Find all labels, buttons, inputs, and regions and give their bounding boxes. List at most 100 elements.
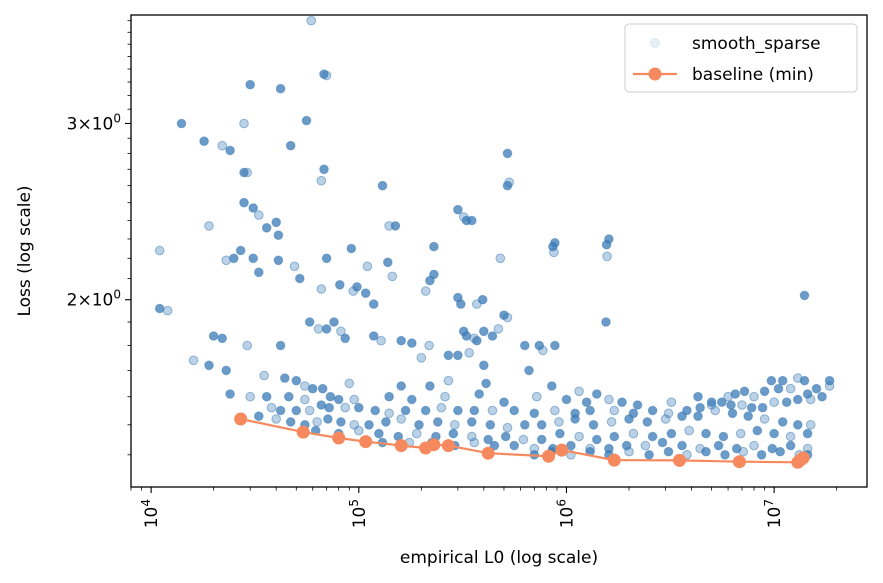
smooth-sparse-point — [554, 417, 564, 427]
smooth-sparse-point — [316, 284, 327, 294]
smooth-sparse-point — [420, 405, 431, 416]
smooth-sparse-point — [602, 251, 612, 262]
smooth-sparse-point — [221, 255, 231, 266]
smooth-sparse-point — [253, 411, 264, 422]
smooth-sparse-point — [536, 434, 547, 445]
smooth-sparse-point — [495, 253, 506, 264]
smooth-sparse-point — [520, 420, 530, 430]
smooth-sparse-point — [811, 383, 822, 394]
smooth-sparse-point — [677, 440, 687, 451]
y-axis-title: Loss (log scale) — [15, 185, 35, 316]
smooth-sparse-point — [336, 417, 346, 427]
smooth-sparse-point — [502, 312, 513, 323]
smooth-sparse-point — [479, 360, 489, 371]
smooth-sparse-point — [319, 164, 329, 175]
baseline-point — [481, 446, 495, 460]
baseline-point — [732, 455, 746, 469]
smooth-sparse-point — [487, 331, 498, 341]
smooth-sparse-point — [239, 118, 249, 129]
smooth-sparse-point — [387, 271, 398, 282]
smooth-sparse-point — [453, 405, 463, 416]
smooth-sparse-point — [448, 428, 459, 439]
baseline-point — [796, 451, 810, 465]
smooth-sparse-point — [502, 422, 513, 433]
smooth-sparse-point — [416, 353, 427, 363]
baseline-point — [332, 431, 346, 445]
smooth-sparse-point — [767, 443, 778, 454]
smooth-sparse-point — [666, 397, 677, 408]
smooth-sparse-point — [713, 440, 724, 451]
smooth-sparse-point — [529, 408, 540, 419]
smooth-sparse-point — [799, 375, 810, 386]
x-tick-label: 106 — [555, 499, 578, 528]
smooth-sparse-point — [248, 253, 258, 264]
smooth-sparse-point — [735, 428, 746, 439]
smooth-sparse-point — [499, 397, 509, 408]
smooth-sparse-point — [701, 446, 711, 457]
baseline-point — [296, 425, 310, 439]
smooth-sparse-point — [601, 239, 612, 250]
smooth-sparse-point — [781, 397, 792, 408]
legend-smooth-sparse-marker — [650, 38, 660, 48]
smooth-sparse-point — [566, 440, 576, 451]
y-axis: 2×100 3×100 — [67, 20, 131, 456]
smooth-sparse-point — [300, 381, 310, 391]
smooth-sparse-point — [609, 405, 620, 416]
smooth-sparse-point — [766, 375, 777, 386]
smooth-sparse-point — [306, 15, 317, 26]
smooth-sparse-point — [561, 394, 572, 405]
smooth-sparse-point — [749, 391, 759, 402]
smooth-sparse-point — [461, 331, 472, 341]
smooth-sparse-point — [261, 391, 272, 402]
smooth-sparse-point — [285, 140, 296, 151]
smooth-sparse-point — [701, 428, 711, 439]
smooth-sparse-point — [785, 440, 796, 451]
smooth-sparse-point — [502, 148, 513, 159]
smooth-sparse-point — [469, 405, 480, 416]
smooth-sparse-point — [390, 221, 401, 231]
baseline-point — [359, 435, 373, 449]
smooth-sparse-point — [245, 79, 255, 90]
smooth-sparse-point — [284, 391, 294, 402]
smooth-sparse-point — [370, 405, 381, 416]
smooth-sparse-point — [384, 391, 394, 402]
smooth-sparse-point — [592, 434, 602, 445]
smooth-sparse-point — [346, 243, 357, 254]
smooth-sparse-point — [785, 431, 796, 442]
smooth-sparse-point — [493, 324, 504, 334]
legend-baseline-marker — [648, 67, 662, 81]
smooth-sparse-point — [628, 428, 639, 439]
smooth-sparse-point — [362, 261, 373, 272]
smooth-sparse-point — [483, 434, 494, 445]
smooth-sparse-point — [259, 370, 269, 381]
smooth-sparse-point — [225, 389, 235, 399]
smooth-sparse-point — [336, 326, 346, 337]
smooth-sparse-point — [266, 402, 277, 413]
smooth-sparse-point — [585, 405, 595, 416]
x-axis: 104 105 106 107 — [130, 487, 838, 528]
smooth-sparse-point — [354, 425, 364, 436]
smooth-sparse-point — [581, 397, 592, 408]
smooth-sparse-point — [316, 400, 327, 410]
smooth-sparse-point — [374, 428, 384, 439]
smooth-sparse-point — [275, 405, 286, 416]
smooth-sparse-point — [518, 434, 529, 445]
smooth-sparse-point — [368, 331, 379, 341]
smooth-sparse-point — [304, 317, 315, 327]
y-tick-label: 3×100 — [67, 112, 121, 135]
smooth-sparse-point — [727, 408, 738, 419]
smooth-sparse-point — [737, 400, 747, 410]
smooth-sparse-point — [377, 180, 388, 191]
smooth-sparse-point — [549, 247, 559, 258]
smooth-sparse-point — [756, 450, 767, 460]
smooth-sparse-point — [534, 340, 545, 351]
baseline-point — [555, 443, 569, 457]
smooth-sparse-point — [481, 378, 491, 389]
smooth-sparse-point — [726, 400, 736, 410]
smooth-sparse-point — [640, 440, 651, 451]
x-axis-title: empirical L0 (log scale) — [400, 548, 598, 568]
smooth-sparse-point — [154, 303, 165, 314]
smooth-sparse-point — [420, 286, 431, 296]
smooth-sparse-point — [340, 402, 351, 413]
baseline-point — [441, 439, 455, 453]
